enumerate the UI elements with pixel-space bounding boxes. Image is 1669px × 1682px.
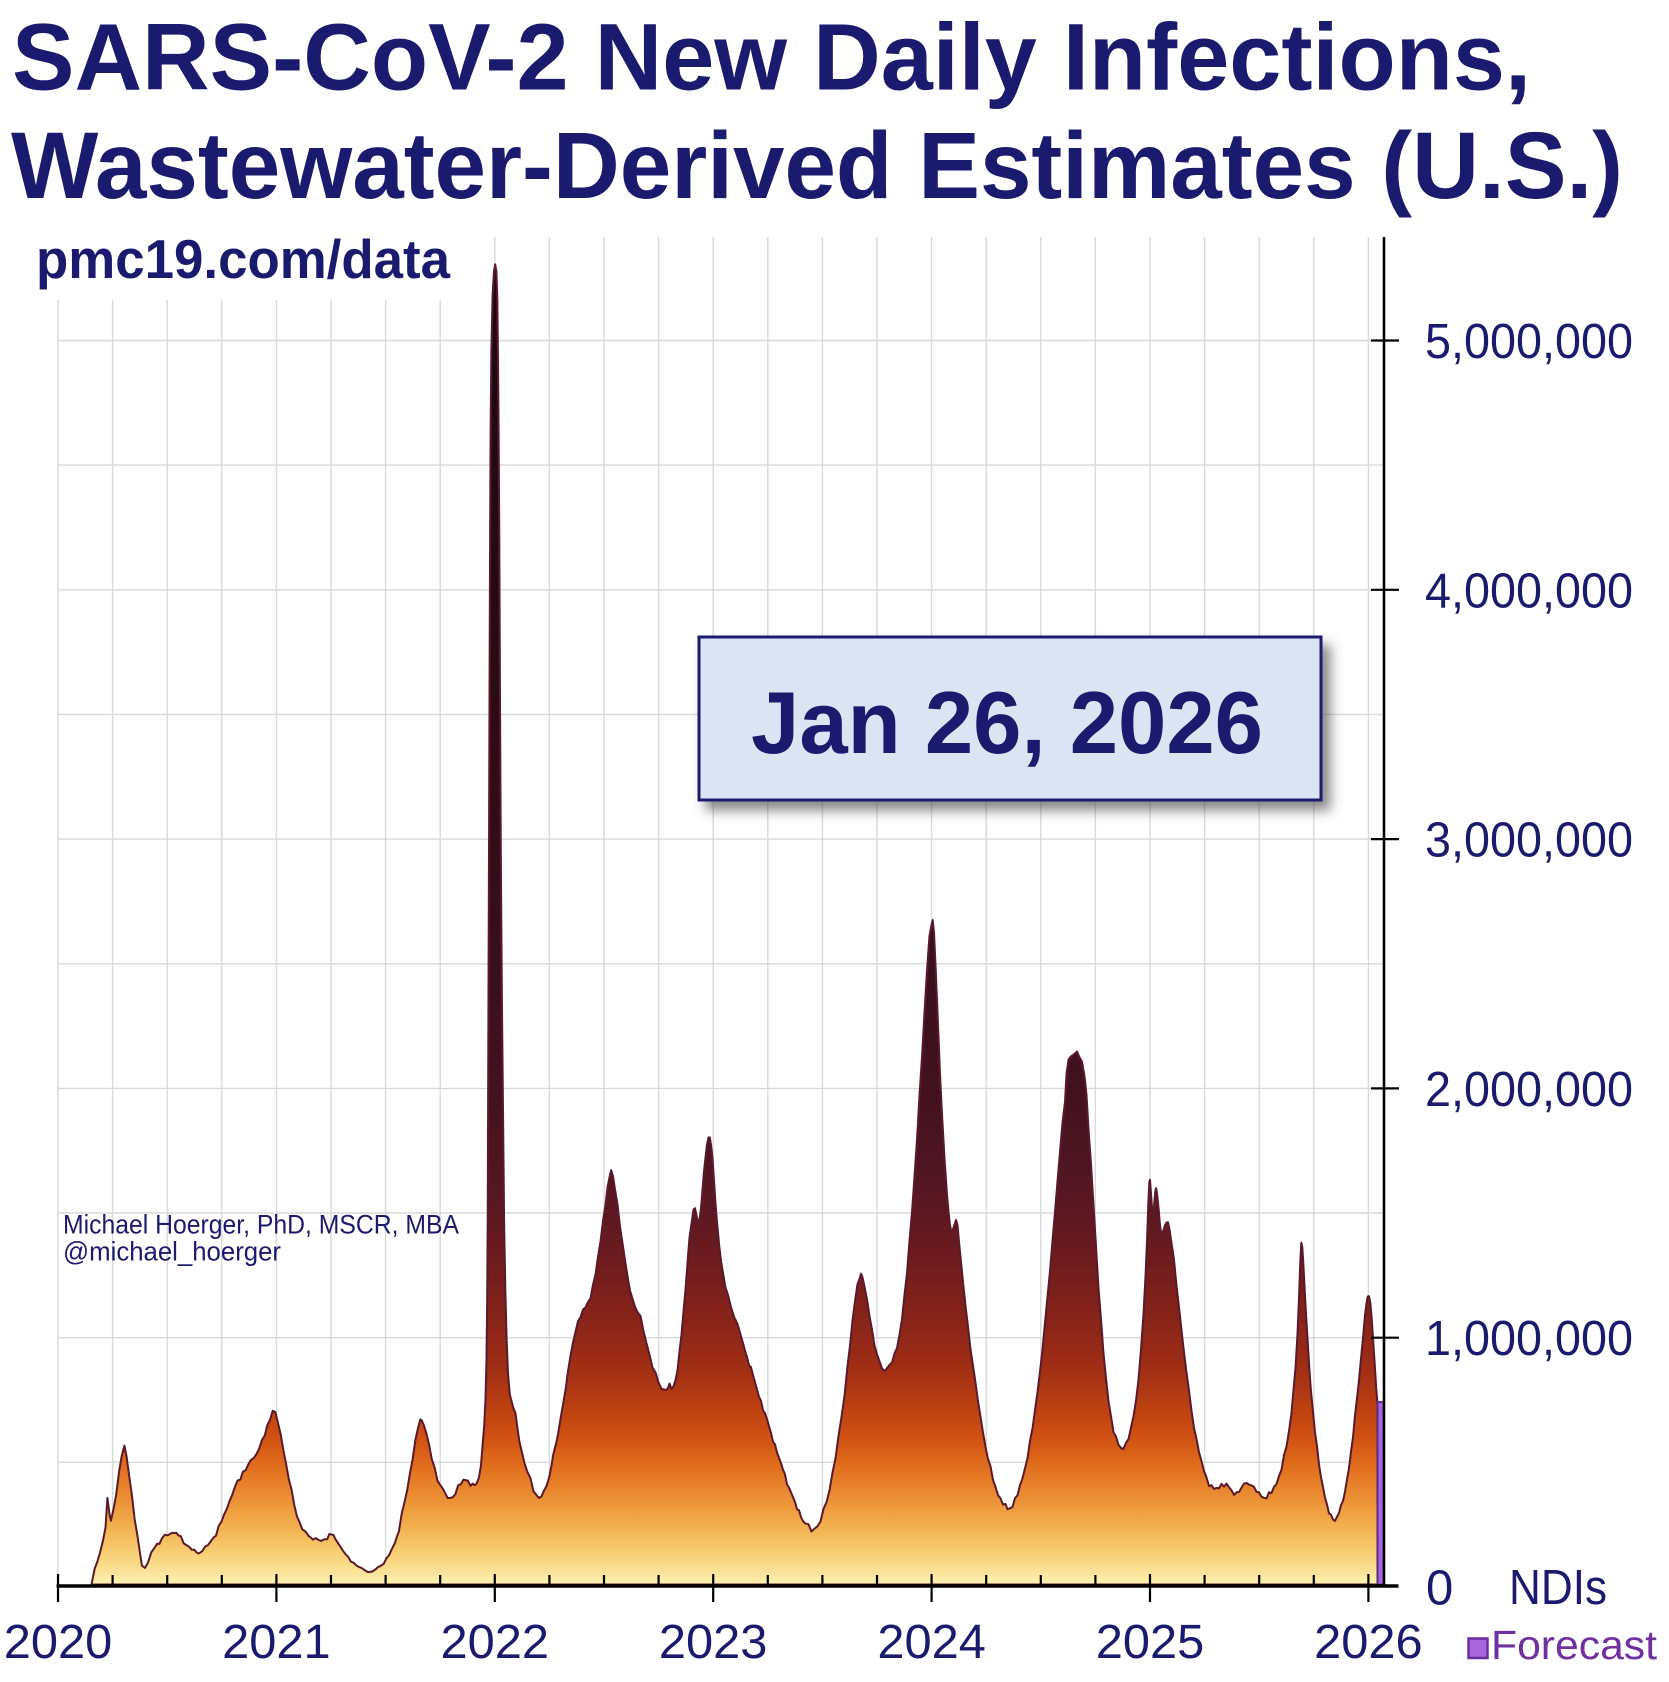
svg-text:2021: 2021 <box>222 1616 331 1669</box>
svg-text:2022: 2022 <box>441 1616 550 1669</box>
svg-text:Forecast: Forecast <box>1491 1622 1658 1668</box>
svg-text:4,000,000: 4,000,000 <box>1425 564 1633 618</box>
svg-text:2023: 2023 <box>659 1616 768 1669</box>
svg-text:Wastewater-Derived Estimates (: Wastewater-Derived Estimates (U.S.) <box>11 113 1623 219</box>
svg-text:3,000,000: 3,000,000 <box>1425 814 1633 868</box>
svg-text:pmc19.com/data: pmc19.com/data <box>36 228 450 290</box>
svg-text:2020: 2020 <box>4 1616 113 1669</box>
svg-text:@michael_hoerger: @michael_hoerger <box>63 1237 281 1267</box>
svg-text:2026: 2026 <box>1314 1616 1423 1669</box>
svg-text:2,000,000: 2,000,000 <box>1425 1063 1633 1117</box>
svg-text:SARS-CoV-2 New Daily Infection: SARS-CoV-2 New Daily Infections, <box>12 5 1531 111</box>
svg-text:Michael Hoerger, PhD, MSCR, MB: Michael Hoerger, PhD, MSCR, MBA <box>63 1210 459 1240</box>
svg-text:2025: 2025 <box>1096 1616 1205 1669</box>
svg-text:2024: 2024 <box>877 1616 986 1669</box>
svg-text:Jan 26, 2026: Jan 26, 2026 <box>751 673 1263 772</box>
svg-text:NDIs: NDIs <box>1509 1561 1607 1615</box>
svg-text:5,000,000: 5,000,000 <box>1425 315 1633 369</box>
svg-text:1,000,000: 1,000,000 <box>1425 1312 1633 1366</box>
svg-text:0: 0 <box>1426 1562 1453 1616</box>
